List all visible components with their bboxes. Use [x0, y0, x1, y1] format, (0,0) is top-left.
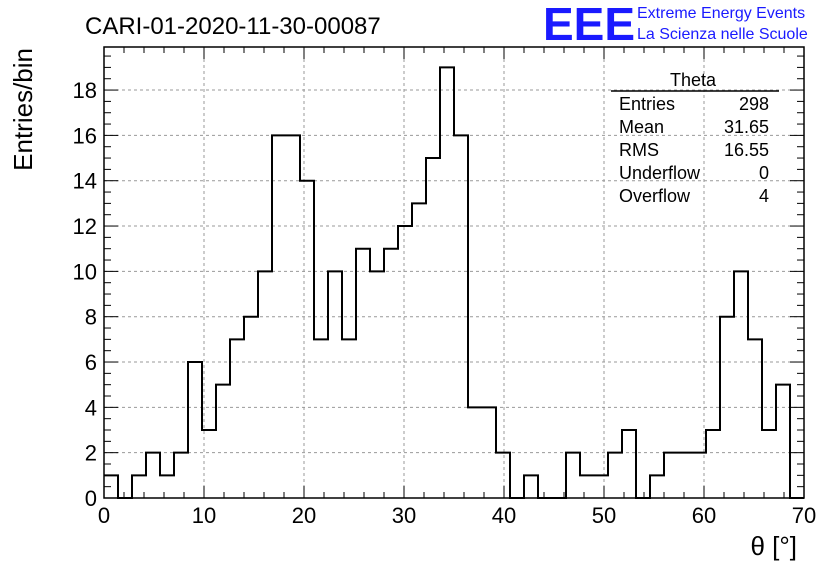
stats-value-entries: 298	[739, 94, 769, 114]
logo-mark: EEE	[543, 0, 635, 50]
x-tick-label: 30	[392, 503, 416, 528]
y-tick-label: 18	[73, 78, 97, 103]
histogram-bin	[342, 339, 356, 498]
y-tick-label: 4	[85, 395, 97, 420]
histogram-bin	[496, 453, 510, 498]
histogram-bin	[706, 430, 720, 498]
x-tick-label: 10	[192, 503, 216, 528]
histogram-bin	[174, 453, 188, 498]
y-tick-label: 10	[73, 259, 97, 284]
histogram-bin	[524, 475, 538, 498]
histogram-bin	[412, 203, 426, 498]
y-tick-label: 12	[73, 214, 97, 239]
x-tick-label: 50	[592, 503, 616, 528]
y-tick-label: 0	[85, 486, 97, 511]
y-tick-label: 14	[73, 169, 97, 194]
histogram-bin	[594, 475, 608, 498]
histogram-bin	[328, 271, 342, 498]
histogram-bin	[776, 385, 790, 498]
histogram-bin	[678, 453, 692, 498]
axes	[103, 46, 805, 499]
y-axis-label: Entries/bin	[8, 48, 38, 171]
y-tick-label: 8	[85, 305, 97, 330]
y-tick-label: 2	[85, 441, 97, 466]
histogram-bin	[384, 249, 398, 498]
histogram-bin	[580, 475, 594, 498]
histogram-bin	[748, 339, 762, 498]
x-tick-label: 40	[492, 503, 516, 528]
y-tick-label: 16	[73, 123, 97, 148]
stats-value-overflow: 4	[759, 186, 769, 206]
x-tick-label: 0	[98, 503, 110, 528]
stats-label-rms: RMS	[619, 140, 659, 160]
histogram-bin	[370, 271, 384, 498]
histogram-bin	[230, 339, 244, 498]
histogram-bin	[734, 271, 748, 498]
stats-label-mean: Mean	[619, 117, 664, 137]
stats-rows: Entries 298 Mean 31.65 RMS 16.55 Underflow 0 Ove…	[619, 94, 769, 206]
histogram-bin	[300, 181, 314, 498]
histogram-bin	[622, 430, 636, 498]
histogram-bin	[608, 453, 622, 498]
y-tick-label: 6	[85, 350, 97, 375]
histogram-bin	[160, 475, 174, 498]
histogram-bin	[664, 453, 678, 498]
x-tick-label: 60	[692, 503, 716, 528]
logo-line-1: Extreme Energy Events	[637, 5, 805, 22]
stats-label-entries: Entries	[619, 94, 675, 114]
histogram-bin	[314, 339, 328, 498]
histogram-bin	[258, 271, 272, 498]
histogram-bin	[188, 362, 202, 498]
histogram-bin	[762, 430, 776, 498]
stats-label-overflow: Overflow	[619, 186, 691, 206]
stats-value-underflow: 0	[759, 163, 769, 183]
x-axis-label: θ [°]	[750, 531, 797, 561]
logo-line-2: La Scienza nelle Scuole	[637, 26, 808, 43]
eee-logo: EEE Extreme Energy Events La Scienza nel…	[543, 0, 808, 50]
histogram-bin	[146, 453, 160, 498]
histogram-bin	[356, 249, 370, 498]
plot-frame	[103, 46, 805, 499]
stats-label-underflow: Underflow	[619, 163, 701, 183]
chart-title: CARI-01-2020-11-30-00087	[85, 13, 381, 40]
histogram-outline	[104, 66, 804, 499]
histogram-bin	[426, 158, 440, 498]
stats-value-mean: 31.65	[724, 117, 769, 137]
histogram-bins	[104, 66, 804, 499]
histogram-bin	[216, 385, 230, 498]
x-tick-label: 20	[292, 503, 316, 528]
stats-title: Theta	[670, 70, 717, 90]
stats-value-rms: 16.55	[724, 140, 769, 160]
histogram-bin	[440, 67, 454, 498]
stats-box: Theta Entries 298 Mean 31.65 RMS 16.55 Underfl…	[611, 70, 779, 206]
x-tick-label: 70	[792, 503, 816, 528]
histogram-bin	[650, 475, 664, 498]
histogram-bin	[566, 453, 580, 498]
